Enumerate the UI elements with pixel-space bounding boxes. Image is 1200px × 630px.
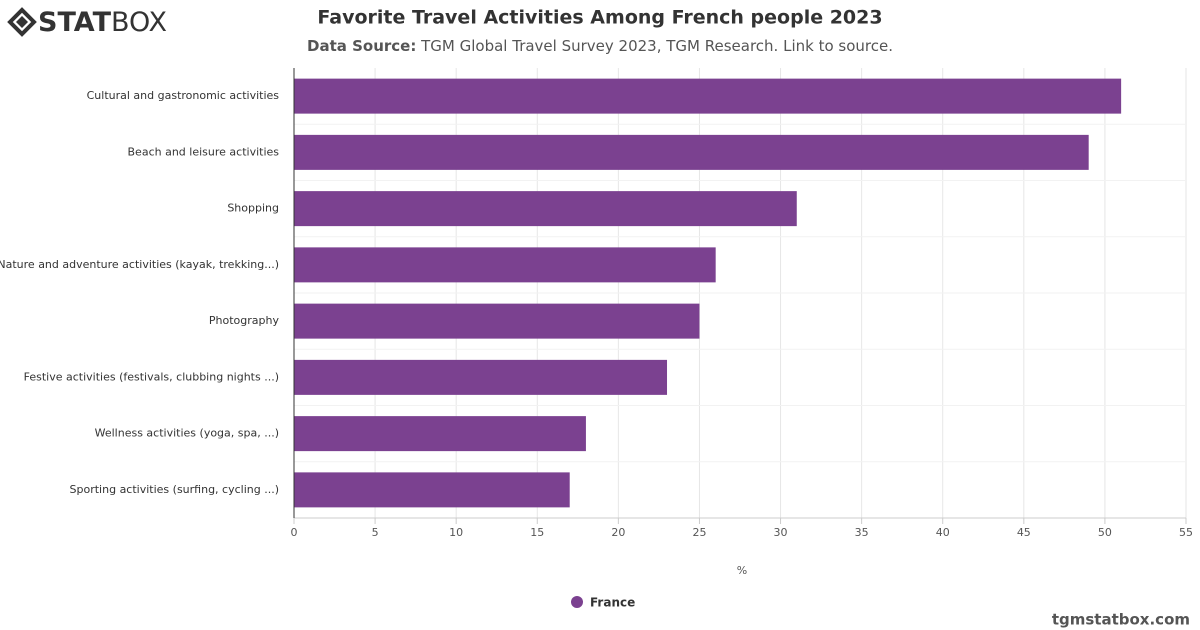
bar xyxy=(294,78,1122,114)
x-tick-label: 15 xyxy=(530,526,544,539)
x-tick-label: 5 xyxy=(372,526,379,539)
bar xyxy=(294,134,1089,170)
x-tick-label: 20 xyxy=(611,526,625,539)
x-tick-label: 40 xyxy=(936,526,950,539)
bar xyxy=(294,191,797,227)
y-tick-label: Cultural and gastronomic activities xyxy=(87,89,280,102)
chart-title: Favorite Travel Activities Among French … xyxy=(317,7,882,29)
bar xyxy=(294,247,716,283)
x-tick-label: 0 xyxy=(291,526,298,539)
y-tick-label: Shopping xyxy=(227,202,279,215)
logo-icon xyxy=(16,16,28,28)
logo-bold: STAT xyxy=(38,7,112,38)
x-tick-label: 45 xyxy=(1017,526,1031,539)
y-tick-label: Sporting activities (surfing, cycling ..… xyxy=(70,483,279,496)
logo-text: STATBOX xyxy=(38,7,167,38)
logo-icon xyxy=(7,7,37,37)
bar xyxy=(294,416,586,452)
x-tick-label: 25 xyxy=(692,526,706,539)
subtitle-label: Data Source: xyxy=(307,37,416,55)
logo: STATBOX xyxy=(7,7,167,38)
x-tick-label: 35 xyxy=(855,526,869,539)
y-tick-label: Photography xyxy=(209,314,280,327)
chart-subtitle: Data Source: TGM Global Travel Survey 20… xyxy=(307,37,893,55)
x-tick-label: 55 xyxy=(1179,526,1193,539)
y-tick-label: Beach and leisure activities xyxy=(128,145,280,158)
legend-label: France xyxy=(590,596,635,610)
legend-marker xyxy=(571,596,583,608)
bar xyxy=(294,472,570,508)
subtitle-text: TGM Global Travel Survey 2023, TGM Resea… xyxy=(420,37,893,55)
logo-light: BOX xyxy=(111,7,167,38)
y-tick-label: Nature and adventure activities (kayak, … xyxy=(0,258,279,271)
bar xyxy=(294,303,700,339)
y-tick-label: Wellness activities (yoga, spa, ...) xyxy=(95,427,279,440)
x-tick-label: 50 xyxy=(1098,526,1112,539)
bar xyxy=(294,359,668,395)
x-tick-label: 30 xyxy=(774,526,788,539)
x-axis-label: % xyxy=(737,564,747,577)
footer: tgmstatbox.com xyxy=(1052,611,1190,629)
y-tick-label: Festive activities (festivals, clubbing … xyxy=(24,370,279,383)
x-tick-label: 10 xyxy=(449,526,463,539)
